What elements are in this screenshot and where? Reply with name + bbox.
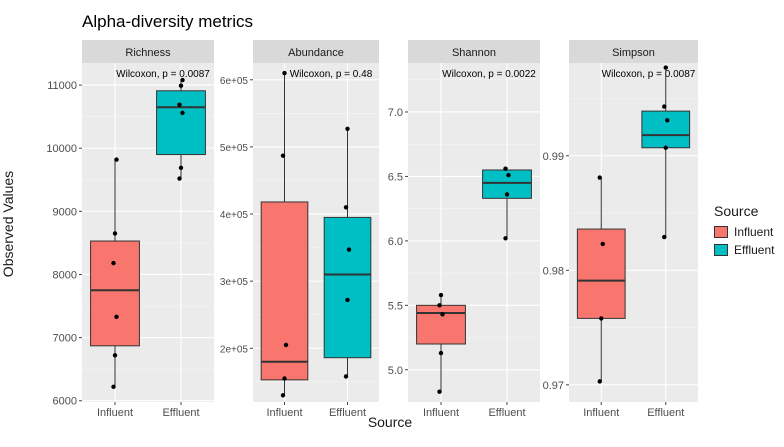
- y-tick-label-shannon: 5.5: [388, 300, 403, 312]
- y-tick-label-richness: 7000: [53, 333, 77, 345]
- point-richness-influent: [112, 353, 118, 358]
- point-abundance-influent: [280, 153, 286, 158]
- strip-shannon: [408, 40, 540, 63]
- annotation-shannon: Wilcoxon, p = 0.0022: [442, 69, 536, 80]
- point-simpson-influent: [599, 316, 604, 321]
- y-tick-label-shannon: 6.5: [388, 171, 403, 183]
- strip-label-shannon: Shannon: [452, 47, 496, 59]
- point-richness-influent: [111, 384, 116, 390]
- point-abundance-effluent: [343, 205, 349, 210]
- strip-label-richness: Richness: [125, 47, 171, 59]
- point-richness-effluent: [177, 176, 182, 181]
- point-abundance-effluent: [345, 126, 350, 131]
- chart-title: Alpha-diversity metrics: [82, 12, 253, 31]
- box-abundance-effluent: [323, 216, 372, 359]
- y-tick-label-richness: 8000: [53, 269, 77, 281]
- strip-label-abundance: Abundance: [288, 47, 344, 59]
- y-tick-label-shannon: 7.0: [388, 107, 403, 119]
- x-tick-label-abundance-influent: Influent: [266, 407, 302, 419]
- y-tick-label-shannon: 6.0: [388, 236, 403, 248]
- legend: Source Influent Effluent: [714, 203, 774, 259]
- legend-item-effluent: Effluent: [714, 241, 774, 259]
- x-tick-label-richness-effluent: Effluent: [162, 407, 199, 419]
- point-richness-influent: [111, 260, 116, 266]
- y-tick-label-abundance: 5e+05: [220, 143, 249, 154]
- y-tick-label-abundance: 4e+05: [220, 210, 249, 221]
- box-richness-effluent: [156, 90, 206, 156]
- point-simpson-effluent: [663, 65, 668, 70]
- point-abundance-effluent: [346, 247, 352, 252]
- annotation-richness: Wilcoxon, p = 0.0087: [116, 69, 210, 80]
- x-tick-label-shannon-effluent: Effluent: [488, 407, 525, 419]
- point-abundance-influent: [282, 376, 287, 381]
- point-abundance-effluent: [345, 297, 350, 303]
- y-tick-label-simpson: 0.99: [543, 151, 564, 163]
- point-simpson-effluent: [665, 118, 670, 123]
- strip-simpson: [569, 40, 698, 63]
- point-simpson-effluent: [662, 104, 667, 109]
- point-abundance-influent: [282, 70, 287, 76]
- legend-title: Source: [714, 203, 759, 219]
- x-tick-label-shannon-influent: Influent: [423, 407, 459, 419]
- y-tick-label-shannon: 5.0: [388, 365, 403, 377]
- y-tick-label-simpson: 0.98: [543, 265, 564, 277]
- y-tick-label-richness: 11000: [47, 80, 77, 92]
- y-tick-label-abundance: 6e+05: [220, 76, 249, 87]
- y-tick-label-richness: 9000: [53, 206, 77, 218]
- point-richness-influent: [114, 157, 119, 162]
- x-tick-label-abundance-effluent: Effluent: [329, 407, 366, 419]
- legend-label-influent: Influent: [734, 225, 774, 239]
- x-tick-label-richness-influent: Influent: [97, 407, 133, 419]
- point-shannon-effluent: [506, 172, 511, 178]
- point-richness-effluent: [178, 165, 184, 170]
- point-shannon-influent: [438, 350, 444, 356]
- y-tick-label-abundance: 2e+05: [220, 344, 249, 355]
- point-shannon-effluent: [503, 166, 508, 171]
- panel-bg-shannon: [408, 63, 540, 402]
- point-shannon-effluent: [503, 236, 508, 241]
- strip-richness: [82, 40, 214, 63]
- point-shannon-influent: [437, 303, 442, 308]
- point-richness-effluent: [178, 83, 184, 88]
- point-shannon-influent: [437, 389, 442, 394]
- point-abundance-influent: [283, 342, 289, 348]
- point-richness-effluent: [180, 77, 185, 83]
- strip-label-simpson: Simpson: [612, 47, 655, 59]
- point-simpson-influent: [597, 175, 602, 180]
- x-axis-label: Source: [367, 414, 413, 430]
- legend-label-effluent: Effluent: [734, 243, 775, 257]
- x-tick-label-simpson-influent: Influent: [583, 407, 619, 419]
- point-abundance-influent: [280, 393, 286, 398]
- point-abundance-effluent: [343, 374, 349, 379]
- annotation-abundance: Wilcoxon, p = 0.48: [290, 69, 373, 80]
- box-abundance-influent: [260, 201, 309, 381]
- point-richness-effluent: [180, 110, 185, 116]
- point-shannon-effluent: [504, 192, 510, 197]
- y-tick-label-abundance: 3e+05: [220, 277, 249, 288]
- y-tick-label-richness: 10000: [46, 143, 77, 155]
- point-shannon-influent: [440, 312, 445, 317]
- point-simpson-effluent: [662, 234, 667, 240]
- point-richness-influent: [112, 231, 118, 236]
- box-shannon-influent: [416, 304, 466, 345]
- point-simpson-influent: [597, 379, 602, 384]
- strip-abundance: [253, 40, 379, 63]
- point-shannon-influent: [438, 292, 444, 298]
- box-richness-influent: [90, 240, 140, 347]
- legend-key-effluent: [714, 244, 728, 256]
- y-tick-label-simpson: 0.97: [543, 380, 564, 392]
- point-simpson-influent: [600, 241, 605, 247]
- box-simpson-effluent: [641, 110, 691, 149]
- legend-item-influent: Influent: [714, 223, 774, 241]
- x-tick-label-simpson-effluent: Effluent: [647, 407, 684, 419]
- annotation-simpson: Wilcoxon, p = 0.0087: [602, 69, 696, 80]
- legend-key-influent: [714, 226, 728, 238]
- point-richness-influent: [114, 314, 119, 319]
- point-simpson-effluent: [663, 145, 668, 150]
- y-tick-label-richness: 6000: [53, 396, 77, 408]
- point-richness-effluent: [177, 102, 182, 107]
